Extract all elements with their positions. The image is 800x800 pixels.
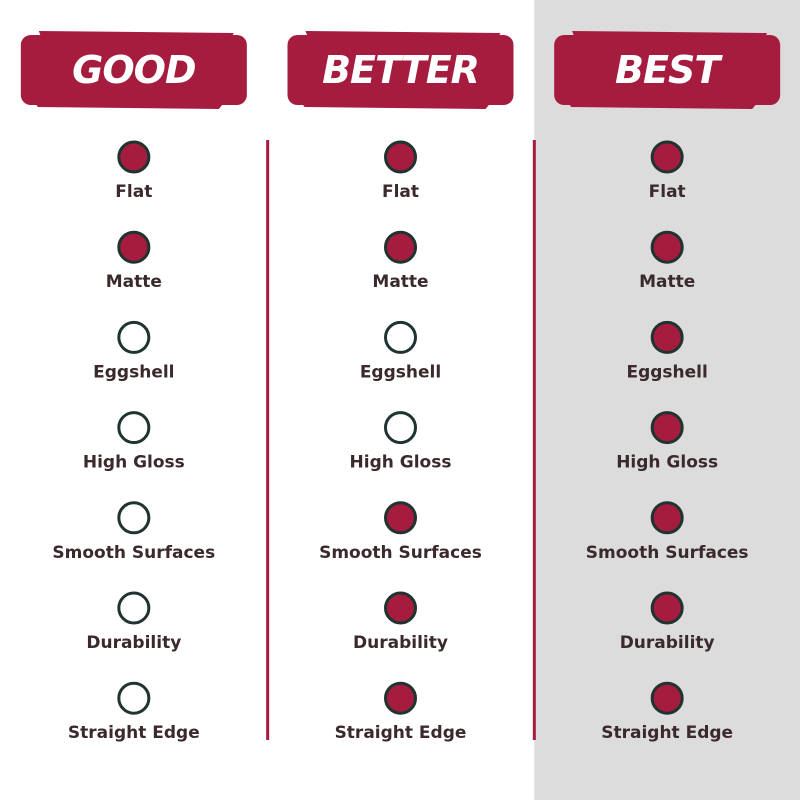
check-empty <box>117 320 151 354</box>
check-filled <box>650 681 684 715</box>
feature-label: Smooth Surfaces <box>319 543 482 563</box>
header-banner <box>20 35 247 105</box>
column: BEST Flat Matte Eggshell High Gloss Smooth Su… <box>554 31 781 743</box>
feature-label: Smooth Surfaces <box>52 543 215 563</box>
feature-label: Flat <box>382 182 419 202</box>
check-filled <box>650 230 684 264</box>
header-banner <box>554 35 781 105</box>
check-filled <box>650 411 684 445</box>
feature-label: Flat <box>649 182 686 202</box>
banner-brush <box>300 31 501 109</box>
feature-label: Smooth Surfaces <box>586 543 749 563</box>
feature-label: Eggshell <box>93 362 174 382</box>
check-filled <box>384 681 417 715</box>
check-empty <box>117 681 151 715</box>
header-title: GOOD <box>72 48 195 92</box>
feature-label: Matte <box>372 272 428 292</box>
check-empty <box>117 591 151 625</box>
feature-label: Durability <box>86 633 181 653</box>
feature-label: Matte <box>639 272 695 292</box>
banner-brush <box>567 31 768 109</box>
header-title: BETTER <box>322 48 479 92</box>
feature-label: Straight Edge <box>335 723 467 743</box>
feature-label: Eggshell <box>360 362 441 382</box>
check-filled <box>384 501 417 535</box>
check-empty <box>117 501 151 535</box>
check-empty <box>384 320 417 354</box>
banner-brush <box>33 31 234 109</box>
check-filled <box>650 591 684 625</box>
column-highlight <box>534 0 800 800</box>
check-filled <box>650 501 684 535</box>
feature-label: High Gloss <box>83 453 185 473</box>
check-empty <box>384 411 417 445</box>
feature-label: High Gloss <box>350 453 452 473</box>
feature-label: Straight Edge <box>68 723 200 743</box>
check-filled <box>650 140 684 174</box>
check-filled <box>117 230 151 264</box>
feature-label: Eggshell <box>626 362 707 382</box>
feature-label: Flat <box>115 182 152 202</box>
header-banner <box>287 35 514 105</box>
check-filled <box>650 320 684 354</box>
column: BETTER Flat Matte Eggshell High Gloss Smooth … <box>287 31 514 743</box>
check-filled <box>384 140 417 174</box>
feature-label: Durability <box>620 633 715 653</box>
column: GOOD Flat Matte Eggshell High Gloss Smooth Su… <box>20 31 247 743</box>
check-empty <box>117 411 151 445</box>
feature-label: Matte <box>106 272 162 292</box>
check-filled <box>117 140 151 174</box>
feature-label: Durability <box>353 633 448 653</box>
check-filled <box>384 230 417 264</box>
feature-label: High Gloss <box>616 453 718 473</box>
check-filled <box>384 591 417 625</box>
feature-label: Straight Edge <box>601 723 733 743</box>
header-title: BEST <box>615 48 723 92</box>
